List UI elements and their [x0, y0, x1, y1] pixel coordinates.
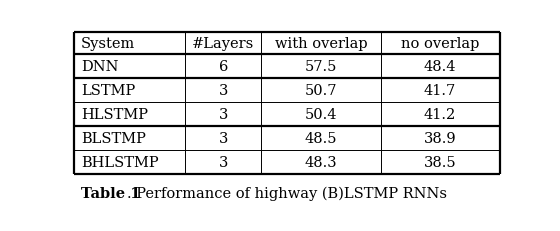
Text: 3: 3: [218, 155, 228, 170]
Text: 6: 6: [218, 60, 228, 74]
Text: Table 1: Table 1: [81, 186, 141, 200]
Text: LSTMP: LSTMP: [81, 84, 135, 98]
Text: 38.9: 38.9: [424, 132, 456, 146]
Text: 38.5: 38.5: [424, 155, 456, 170]
Text: DNN: DNN: [81, 60, 118, 74]
Text: 41.7: 41.7: [424, 84, 456, 98]
Text: 50.4: 50.4: [305, 108, 337, 122]
Text: . Performance of highway (B)LSTMP RNNs: . Performance of highway (B)LSTMP RNNs: [127, 186, 447, 200]
Text: 48.4: 48.4: [424, 60, 456, 74]
Text: 3: 3: [218, 84, 228, 98]
Text: with overlap: with overlap: [275, 37, 367, 51]
Text: #Layers: #Layers: [192, 37, 254, 51]
Text: 50.7: 50.7: [305, 84, 337, 98]
Text: 3: 3: [218, 108, 228, 122]
Text: System: System: [81, 37, 135, 51]
Text: BHLSTMP: BHLSTMP: [81, 155, 158, 170]
Text: no overlap: no overlap: [401, 37, 479, 51]
Text: HLSTMP: HLSTMP: [81, 108, 148, 122]
Text: 3: 3: [218, 132, 228, 146]
Text: 41.2: 41.2: [424, 108, 456, 122]
Text: 57.5: 57.5: [305, 60, 337, 74]
Text: 48.5: 48.5: [305, 132, 337, 146]
Text: 48.3: 48.3: [305, 155, 337, 170]
Text: BLSTMP: BLSTMP: [81, 132, 146, 146]
